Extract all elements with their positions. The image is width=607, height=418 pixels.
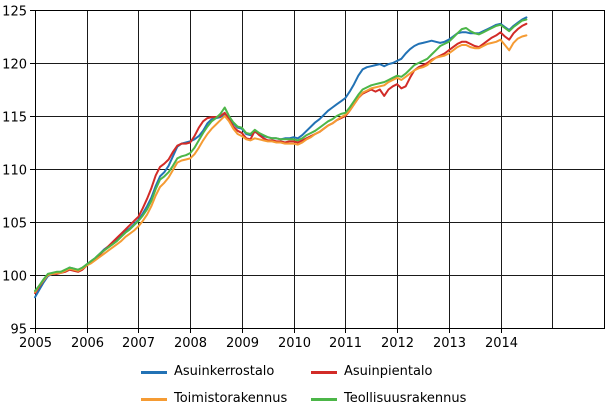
x-tick-label-2006: 2006 (71, 336, 104, 351)
x-tick-label-2010: 2010 (278, 336, 311, 351)
x-tick-label-2012: 2012 (381, 336, 414, 351)
legend-item-asuinkerrostalo: Asuinkerrostalo (141, 362, 311, 382)
legend-label-toimistorakennus: Toimistorakennus (174, 391, 288, 406)
legend-item-teollisuusrakennus: Teollisuusrakennus (311, 389, 511, 409)
legend-label-asuinpientalo: Asuinpientalo (344, 364, 433, 379)
y-tick-label-95: 95 (10, 323, 27, 338)
series-line-asuinkerrostalo (34, 16, 528, 299)
x-tick-label-2008: 2008 (174, 336, 207, 351)
line-chart-plot-area: 95 100 105 110 115 120 125 2005 2006 2007 2008 2009… (2, 5, 605, 351)
asuinkerrostalo-line-swatch (141, 370, 167, 374)
legend-item-asuinpientalo: Asuinpientalo (311, 362, 511, 382)
x-tick-label-2011: 2011 (329, 336, 362, 351)
toimistorakennus-line-swatch (141, 397, 167, 401)
legend-item-toimistorakennus: Toimistorakennus (141, 389, 311, 409)
series-line-asuinpientalo (34, 22, 528, 294)
x-tick-label-2014: 2014 (485, 336, 518, 351)
series-line-teollisuusrakennus (34, 18, 528, 292)
legend-label-teollisuusrakennus: Teollisuusrakennus (344, 391, 467, 406)
y-tick-label-115: 115 (2, 111, 27, 126)
y-tick-label-110: 110 (2, 164, 27, 179)
asuinpientalo-line-swatch (311, 370, 337, 374)
y-tick-label-105: 105 (2, 217, 27, 232)
legend-label-asuinkerrostalo: Asuinkerrostalo (174, 364, 275, 379)
x-tick-label-2013: 2013 (433, 336, 466, 351)
x-tick-label-2005: 2005 (19, 336, 52, 351)
series-line-toimistorakennus (34, 34, 528, 293)
y-tick-label-100: 100 (2, 270, 27, 285)
y-tick-label-120: 120 (2, 58, 27, 73)
x-tick-label-2009: 2009 (226, 336, 259, 351)
chart-legend: Asuinkerrostalo Asuinpientalo Toimistora… (141, 362, 511, 409)
y-tick-label-125: 125 (2, 5, 27, 20)
x-tick-label-2007: 2007 (122, 336, 155, 351)
plot-border (35, 10, 605, 329)
teollisuusrakennus-line-swatch (311, 397, 337, 401)
